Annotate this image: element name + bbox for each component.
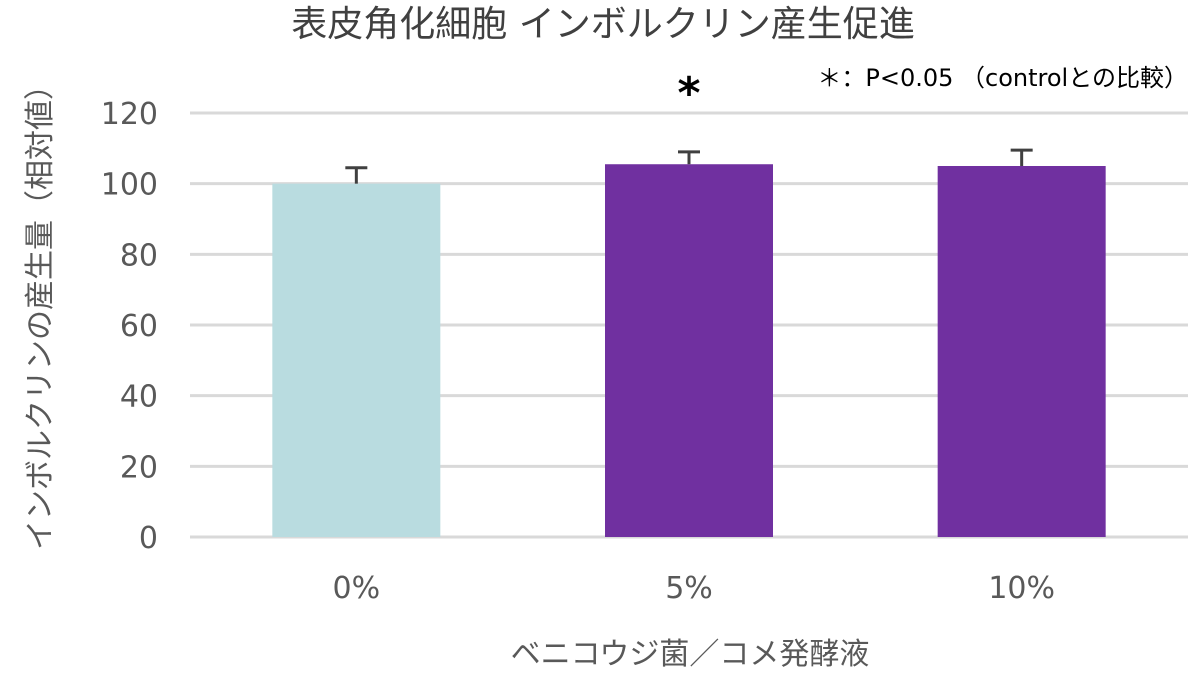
x-tick-label: 5% <box>665 571 713 606</box>
significance-markers: * <box>677 68 700 119</box>
significance-note: ＊：P<0.05 （controlとの比較） <box>817 64 1188 92</box>
bar <box>272 183 441 537</box>
x-tick-labels: 0% 5% 10% <box>333 571 1055 606</box>
y-tick-label: 0 <box>139 521 158 556</box>
y-tick-label: 60 <box>120 309 158 344</box>
x-tick-label: 0% <box>333 571 381 606</box>
y-tick-label: 80 <box>120 238 158 273</box>
bars <box>272 164 1106 537</box>
y-tick-label: 20 <box>120 450 158 485</box>
y-tick-label: 100 <box>101 168 158 203</box>
bar <box>937 166 1106 537</box>
x-axis-label: ベニコウジ菌／コメ発酵液 <box>511 637 870 672</box>
significance-asterisk: * <box>677 68 700 119</box>
chart-title: 表皮角化細胞 インボルクリン産生促進 <box>291 4 914 45</box>
error-bars <box>345 148 1033 184</box>
bar <box>605 164 773 537</box>
x-tick-label: 10% <box>988 571 1055 606</box>
y-axis-label: インボルクリンの産生量（相対値） <box>23 70 58 550</box>
y-tick-labels: 0 20 40 60 80 100 120 <box>101 97 158 556</box>
y-tick-label: 40 <box>120 380 158 415</box>
y-tick-label: 120 <box>101 97 158 132</box>
